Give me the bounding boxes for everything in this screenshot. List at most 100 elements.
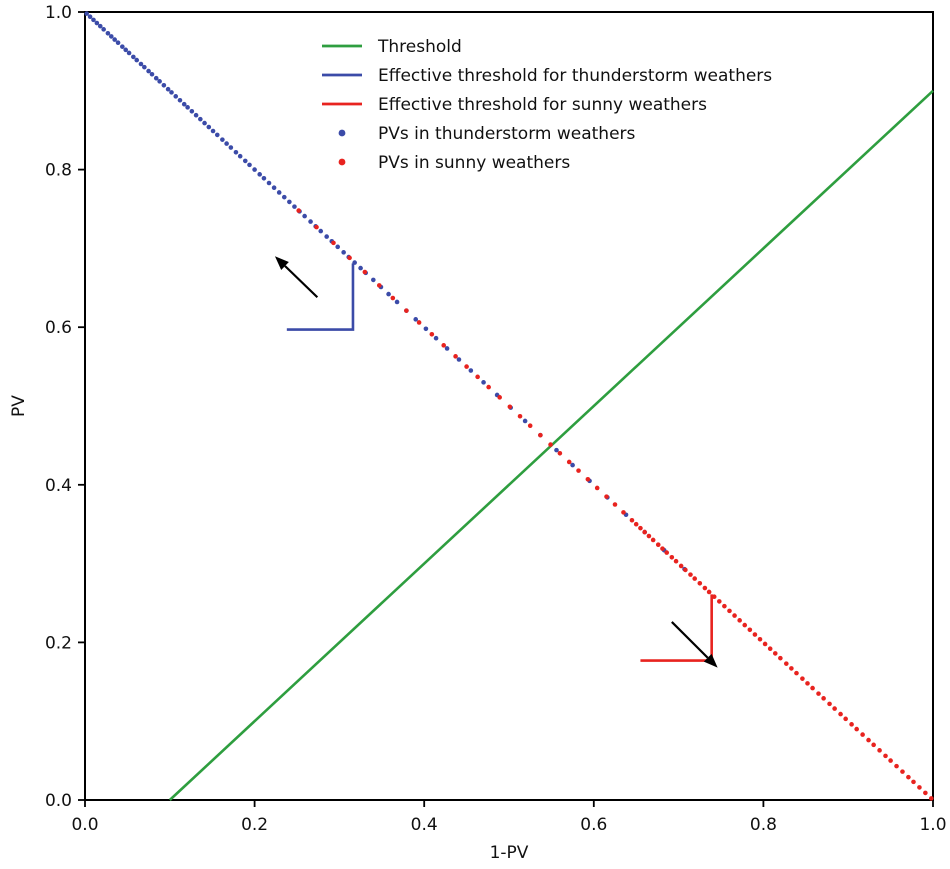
scatter-point: [816, 691, 821, 696]
scatter-point: [149, 71, 155, 77]
scatter-point: [772, 651, 778, 656]
scatter-point: [413, 317, 419, 322]
scatter-point: [468, 368, 474, 373]
series-effective-threshold-for-thunderstorm-weathers: [286, 263, 355, 331]
scatter-point: [557, 450, 563, 456]
scatter-point: [706, 589, 712, 595]
arrow-shaft: [284, 265, 319, 299]
scatter-point: [843, 716, 848, 722]
scatter-point: [633, 521, 639, 527]
scatter-point: [94, 20, 100, 26]
scatter-point: [655, 542, 661, 547]
scatter-point: [331, 240, 336, 246]
scatter-point: [621, 510, 626, 515]
scatter-point: [650, 537, 656, 543]
scatter-point: [678, 563, 684, 569]
scatter-point: [91, 17, 96, 23]
scatter-point: [314, 224, 319, 230]
scatter-point: [576, 468, 581, 473]
scatter-point: [742, 622, 748, 628]
scatter-point: [722, 603, 727, 609]
scatter-point: [271, 185, 277, 191]
series-pvs-in-sunny-weathers: [296, 208, 934, 801]
scatter-point: [783, 661, 789, 666]
x-tick-label: 0.2: [241, 815, 268, 835]
scatter-point: [376, 283, 382, 288]
scatter-point: [849, 722, 854, 727]
scatter-point: [358, 265, 363, 271]
scatter-point: [821, 696, 826, 701]
scatter-point: [481, 380, 486, 385]
scatter-point: [507, 404, 513, 410]
scatter-point: [752, 632, 758, 637]
scatter-point: [517, 413, 523, 419]
scatter-point: [308, 219, 313, 224]
y-axis-label: PV: [9, 395, 29, 417]
scatter-point: [717, 599, 722, 604]
scatter-point: [866, 737, 871, 743]
legend-swatch-dot: [338, 158, 346, 166]
scatter-point: [711, 594, 717, 599]
scatter-point: [522, 418, 528, 424]
scatter-point: [883, 753, 888, 759]
scatter-point: [642, 529, 647, 535]
scatter-point: [660, 546, 665, 551]
scatter-point: [146, 68, 151, 74]
scatter-point: [732, 613, 737, 618]
scatter-point: [594, 485, 600, 491]
scatter-point: [165, 86, 171, 92]
scatter-point: [548, 442, 553, 447]
scatter-point: [497, 395, 502, 400]
scatter-point: [683, 567, 688, 573]
scatter-point: [296, 208, 301, 213]
scatter-point: [444, 346, 450, 351]
scatter-point: [404, 308, 409, 313]
scatter-point: [646, 533, 652, 539]
scatter-point: [566, 459, 572, 465]
scatter-point: [224, 141, 229, 146]
scatter-point: [800, 676, 805, 681]
scatter-point: [302, 213, 307, 219]
scatter-point: [386, 291, 391, 297]
scatter-point: [433, 335, 439, 341]
scatter-point: [629, 517, 635, 523]
scatter-point: [697, 581, 703, 586]
scatter-point: [237, 153, 243, 159]
scatter-point: [860, 732, 865, 737]
scatter-point: [888, 758, 893, 763]
scatter-point: [767, 646, 773, 652]
scatter-point: [214, 132, 220, 138]
scatter-point: [105, 30, 111, 36]
scatter-point: [101, 27, 106, 32]
scatter-point: [115, 40, 121, 46]
scatter-point: [87, 14, 93, 20]
scatter-point: [202, 120, 207, 126]
scatter-point: [464, 364, 469, 369]
annotation-arrow: [274, 256, 319, 299]
legend-label: Threshold: [377, 37, 462, 57]
scatter-point: [292, 204, 297, 209]
legend-label: PVs in sunny weathers: [378, 153, 570, 173]
scatter-point: [585, 476, 591, 482]
y-tick-label: 0.8: [45, 161, 72, 181]
scatter-point: [161, 82, 167, 88]
scatter-point: [247, 162, 252, 168]
scatter-point: [794, 670, 799, 676]
arrow-head: [703, 653, 718, 668]
scatter-point: [688, 572, 693, 577]
scatter-point: [318, 228, 324, 234]
scatter-point: [252, 167, 257, 172]
legend: [322, 44, 362, 166]
x-tick-label: 0.4: [411, 815, 438, 835]
scatter-point: [242, 158, 248, 164]
scatter-point: [747, 627, 753, 633]
scatter-point: [371, 277, 376, 283]
y-axis: [78, 11, 85, 801]
scatter-point: [486, 384, 491, 390]
scatter-point: [138, 61, 144, 67]
scatter-point: [810, 685, 815, 691]
scatter-point: [335, 244, 341, 250]
scatter-point: [854, 726, 859, 732]
scatter-point: [181, 101, 187, 107]
x-tick-label: 0.0: [71, 815, 98, 835]
